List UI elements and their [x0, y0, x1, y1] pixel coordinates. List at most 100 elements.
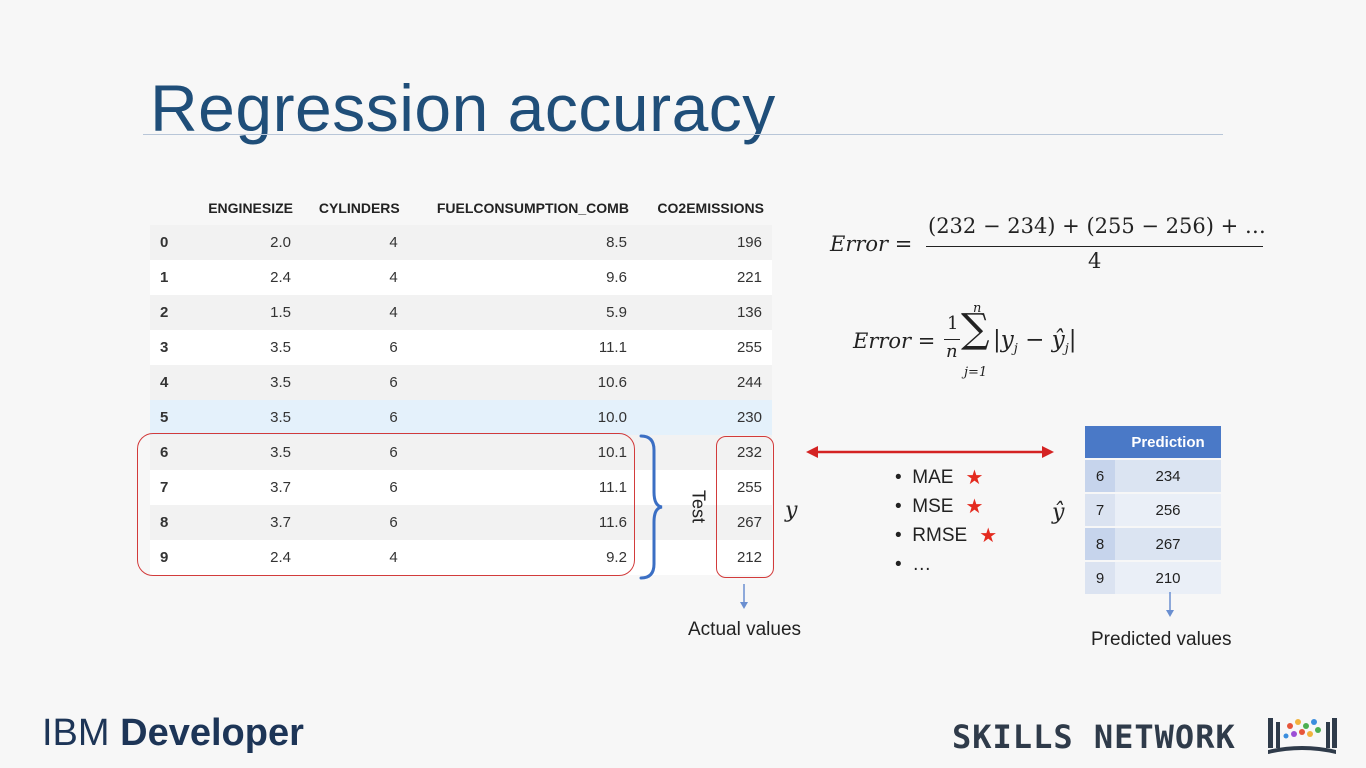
- prediction-header: Prediction: [1115, 426, 1221, 458]
- cell-enginesize: 2.0: [190, 225, 302, 260]
- cell-enginesize: 2.4: [190, 540, 302, 575]
- cell-fuelconsumption: 11.1: [407, 470, 637, 505]
- sigma-icon: ∑: [961, 306, 990, 352]
- list-item: • …: [895, 550, 997, 579]
- prediction-index: 8: [1085, 528, 1115, 560]
- cell-fuelconsumption: 10.0: [407, 400, 637, 435]
- cell-cylinders: 6: [301, 435, 408, 470]
- metric-label: MAE: [912, 466, 954, 488]
- table-header-row: ENGINESIZE CYLINDERS FUELCONSUMPTION_COM…: [150, 190, 772, 225]
- cell-cylinders: 4: [301, 540, 408, 575]
- ibm-developer-logo: IBM Developer: [42, 712, 304, 754]
- test-brace: [639, 434, 663, 580]
- frac-bar: [944, 339, 960, 340]
- error2-lhs: Error =: [853, 329, 936, 353]
- table-row: 6 3.5 6 10.1 232: [150, 435, 772, 470]
- data-table: ENGINESIZE CYLINDERS FUELCONSUMPTION_COM…: [150, 190, 772, 575]
- star-icon: ★: [979, 525, 998, 547]
- prediction-value: 267: [1115, 528, 1221, 560]
- cell-fuelconsumption: 11.1: [407, 330, 637, 365]
- cell-fuelconsumption: 11.6: [407, 505, 637, 540]
- test-rows-outline: [137, 433, 635, 576]
- error1-lhs: Error =: [830, 232, 913, 256]
- metric-label: MSE: [912, 495, 954, 517]
- row-index: 0: [150, 225, 190, 260]
- cell-enginesize: 3.5: [190, 400, 302, 435]
- error-formula-2: Error = 1 n n ∑ j=1 |yj − ŷj|: [853, 301, 1093, 385]
- cell-cylinders: 4: [301, 295, 408, 330]
- sum-lower: j=1: [964, 365, 988, 380]
- prediction-value: 234: [1115, 460, 1221, 492]
- error2-frac-den: n: [946, 341, 958, 362]
- row-index: 3: [150, 330, 190, 365]
- fraction-bar: [926, 246, 1263, 247]
- table-header-enginesize: ENGINESIZE: [208, 199, 294, 216]
- metrics-list: • MAE ★ • MSE ★ • RMSE ★ • …: [895, 463, 997, 579]
- cell-co2emissions: 244: [636, 365, 772, 400]
- table-row-highlighted: 5 3.5 6 10.0 230: [150, 400, 772, 435]
- table-row: 0 2.0 4 8.5 196: [150, 225, 772, 260]
- table-body: 0 2.0 4 8.5 196 1 2.4 4 9.6 221 2 1.5 4 5.9 136 3 3.5…: [150, 225, 772, 575]
- cell-cylinders: 6: [301, 505, 408, 540]
- cell-cylinders: 6: [301, 400, 408, 435]
- prediction-value: 256: [1115, 494, 1221, 526]
- metric-label: …: [912, 553, 932, 575]
- cell-fuelconsumption: 5.9: [407, 295, 637, 330]
- row-index: 4: [150, 365, 190, 400]
- cell-co2emissions: 136: [636, 295, 772, 330]
- skills-network-logo-icon: [1268, 718, 1337, 754]
- table-header-index: [150, 190, 190, 225]
- cell-cylinders: 6: [301, 330, 408, 365]
- cell-cylinders: 6: [301, 470, 408, 505]
- y-label: y: [785, 498, 798, 523]
- cell-co2emissions: 230: [636, 400, 772, 435]
- y-hat-label: ŷ: [1052, 500, 1065, 525]
- table-header-cylinders: CYLINDERS: [318, 199, 400, 216]
- row-index: 9: [150, 540, 190, 575]
- error1-numerator: (232 − 234) + (255 − 256) + …: [928, 214, 1266, 238]
- prediction-value: 210: [1115, 562, 1221, 594]
- table-row: 8 267: [1085, 528, 1221, 560]
- cell-enginesize: 3.5: [190, 330, 302, 365]
- cell-co2emissions: 255: [636, 470, 772, 505]
- table-row: 9 210: [1085, 562, 1221, 594]
- prediction-index: 6: [1085, 460, 1115, 492]
- cell-co2emissions: 232: [636, 435, 772, 470]
- bullet-icon: •: [895, 495, 902, 517]
- error2-abs-expression: |yj − ŷj|: [993, 327, 1077, 357]
- table-row: 7 3.7 6 11.1 255: [150, 470, 772, 505]
- table-row: 2 1.5 4 5.9 136: [150, 295, 772, 330]
- table-row: 7 256: [1085, 494, 1221, 526]
- cell-enginesize: 2.4: [190, 260, 302, 295]
- prediction-header-index: [1085, 426, 1115, 458]
- error2-frac-num: 1: [947, 313, 959, 334]
- cell-fuelconsumption: 10.1: [407, 435, 637, 470]
- row-index: 2: [150, 295, 190, 330]
- cell-co2emissions: 196: [636, 225, 772, 260]
- cell-co2emissions: 255: [636, 330, 772, 365]
- actual-values-caption: Actual values: [688, 619, 802, 640]
- table-row: 6 234: [1085, 460, 1221, 492]
- cell-enginesize: 3.5: [190, 435, 302, 470]
- metric-label: RMSE: [912, 524, 968, 546]
- down-arrow-icon: [1166, 592, 1174, 617]
- cell-fuelconsumption: 10.6: [407, 365, 637, 400]
- prediction-header-row: Prediction: [1085, 426, 1221, 458]
- prediction-index: 7: [1085, 494, 1115, 526]
- bullet-icon: •: [895, 466, 902, 488]
- cell-co2emissions: 212: [636, 540, 772, 575]
- cell-fuelconsumption: 8.5: [407, 225, 637, 260]
- row-index: 6: [150, 435, 190, 470]
- cell-cylinders: 4: [301, 260, 408, 295]
- table-row: 3 3.5 6 11.1 255: [150, 330, 772, 365]
- cell-enginesize: 3.7: [190, 470, 302, 505]
- bullet-icon: •: [895, 524, 902, 546]
- predicted-values-caption: Predicted values: [1091, 629, 1232, 650]
- bullet-icon: •: [895, 553, 902, 575]
- double-arrow-icon: [806, 446, 1054, 458]
- error-formula-1: Error = (232 − 234) + (255 − 256) + … 4: [830, 212, 1270, 282]
- cell-fuelconsumption: 9.2: [407, 540, 637, 575]
- cell-enginesize: 3.5: [190, 365, 302, 400]
- list-item: • RMSE ★: [895, 521, 997, 550]
- actual-values-outline: [716, 436, 774, 578]
